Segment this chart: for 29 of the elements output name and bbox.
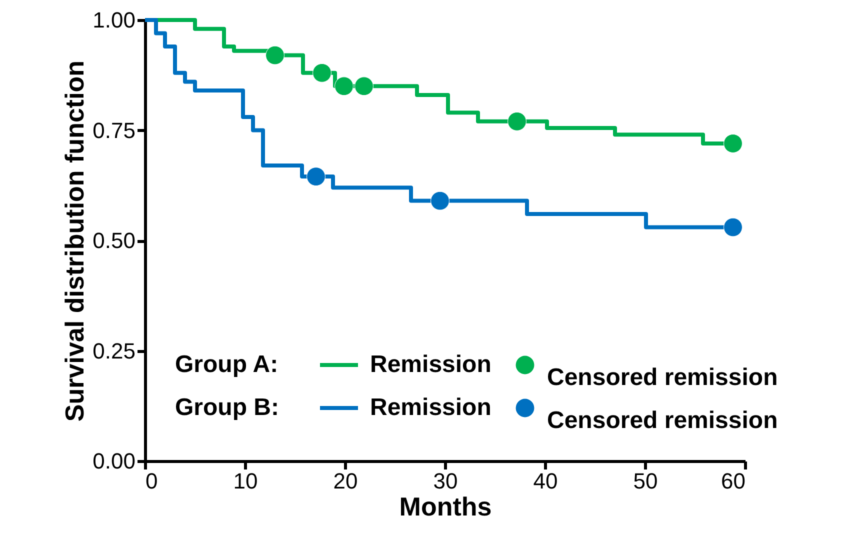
x-tick-label: 60 [721, 468, 746, 494]
point [430, 191, 450, 210]
y-tick-label: 1.00 [92, 8, 136, 32]
annotation: Group B: [175, 394, 279, 421]
legend-label: Remission [370, 394, 492, 421]
legend-label: Censored remission [547, 407, 778, 434]
point [508, 112, 526, 131]
x-tick-label: 40 [533, 468, 558, 494]
x-tick-label: 50 [633, 468, 658, 494]
y-tick-label: 0.75 [92, 118, 136, 143]
point [724, 218, 742, 237]
point [312, 63, 332, 82]
y-axis-title: Survival distribution function [60, 60, 90, 422]
x-tick-label: 30 [433, 468, 458, 494]
point [354, 76, 374, 96]
point [266, 46, 284, 65]
point [334, 76, 354, 96]
y-tick-label: 0.50 [92, 228, 136, 253]
legend-label: Censored remission [547, 364, 778, 391]
point [724, 134, 742, 153]
x-axis-title: Months [399, 492, 492, 522]
y-tick-label: 0.00 [92, 448, 136, 474]
point [306, 167, 326, 186]
x-tick-label: 10 [233, 468, 258, 494]
x-tick-label: 0 [146, 468, 158, 494]
annotation: Group A: [175, 351, 278, 378]
y-tick-label: 0.25 [92, 338, 136, 364]
legend-label: Remission [370, 351, 492, 378]
x-tick-label: 20 [333, 468, 358, 494]
